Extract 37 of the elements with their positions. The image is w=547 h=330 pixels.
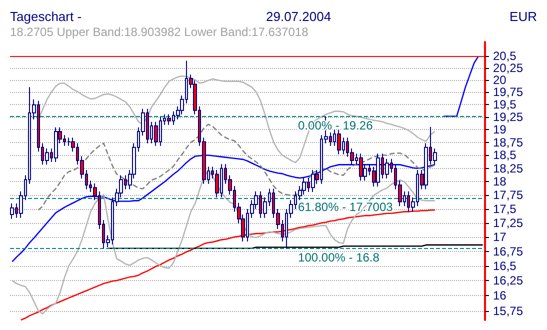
annotation: 100.00% - 16.8 [298,250,380,264]
y-tick-label: 18,25 [493,161,524,176]
y-tick-label: 15,75 [493,304,524,318]
text: 18.2705 Upper Band:18.903982 Lower Band:17.637018 [10,25,309,39]
candlestick [45,148,49,166]
y-tick-label: 19 [493,122,507,136]
y-tick-label: 17,25 [493,216,524,230]
candlestick [376,153,380,188]
y-tick-label: 17,5 [493,202,517,216]
candlestick [54,126,58,163]
y-tick-label: 20,25 [493,60,524,75]
y-tick-label: 16,25 [493,274,524,288]
candlestick [154,121,158,146]
y-tick-label: 16,75 [493,244,524,258]
y-axis-title: EUR [510,9,538,24]
chart-title: Tageschart - [10,9,82,24]
annotation: 61.80% - 17.7003 [298,200,394,214]
line-series [12,154,436,262]
y-tick-label: 19,75 [493,85,524,100]
candlestick [337,129,341,155]
y-tick-label: 17,75 [493,188,524,202]
y-tick-label: 19,5 [493,97,517,112]
y-tick-label: 17 [493,230,507,244]
y-tick-label: 19,25 [493,110,524,124]
y-tick-label: 20,5 [493,49,517,64]
chart-subtitle: 29.07.2004 [266,9,332,24]
y-tick-label: 18,75 [493,135,524,150]
candlestick [167,114,171,126]
candlestick [10,202,14,220]
candlestick [311,169,315,192]
line-series [442,55,480,117]
y-tick-label: 16,5 [493,258,517,273]
candlestick [359,153,363,182]
y-tick-label: 18 [493,174,507,189]
y-tick-label: 20 [493,72,507,87]
y-tick-label: 18,5 [493,148,517,162]
y-tick-label: 16 [493,288,507,303]
